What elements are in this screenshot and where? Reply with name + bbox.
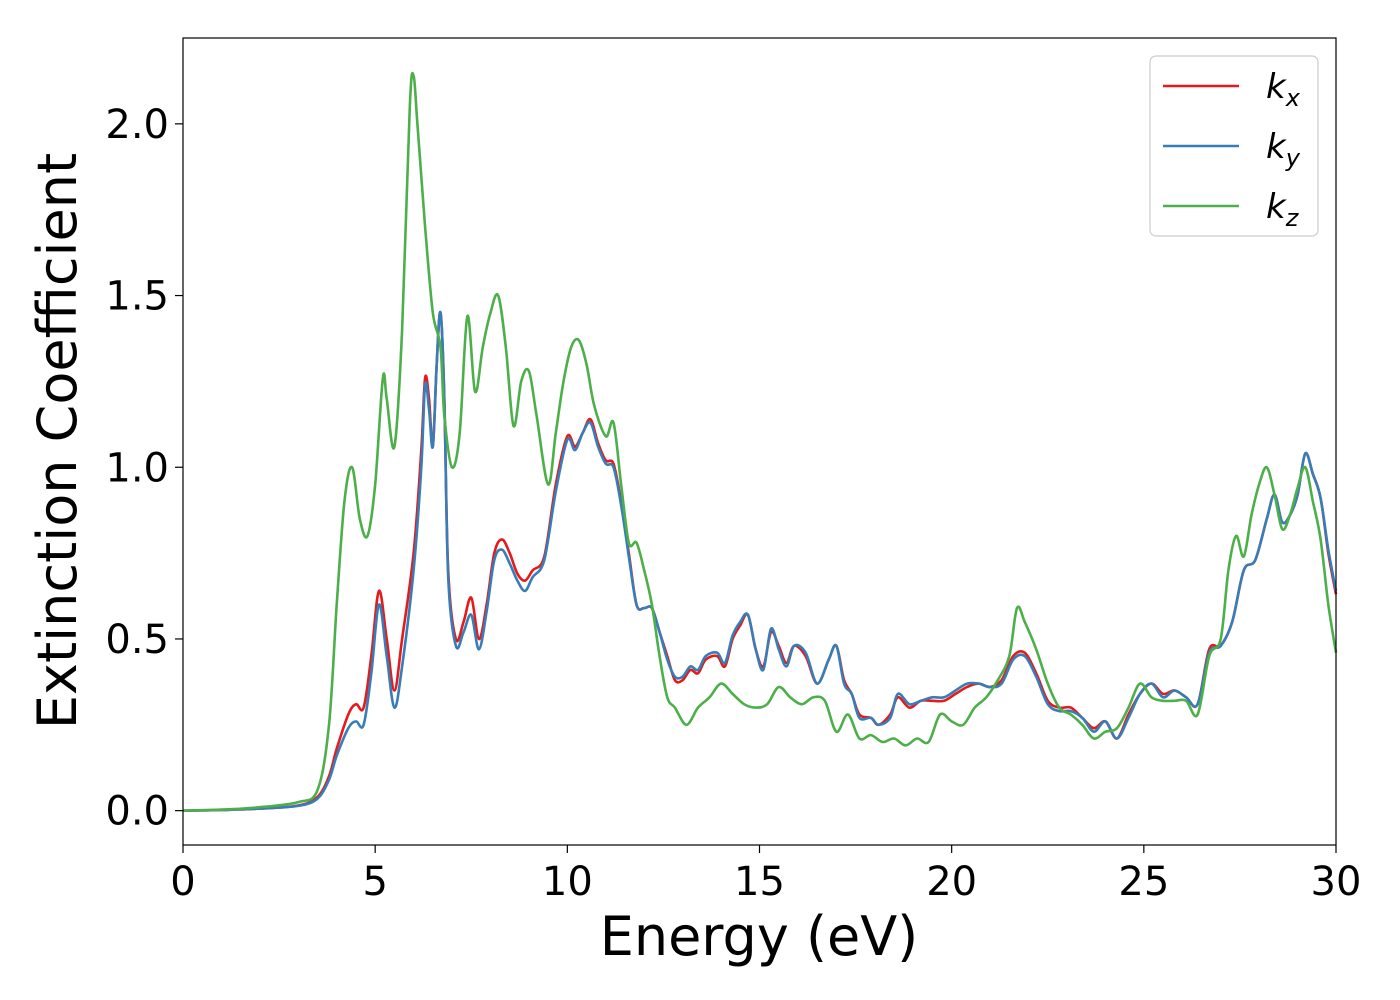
x-axis-title: Energy (eV)	[600, 905, 919, 968]
y-tick-label: 0.5	[105, 617, 169, 663]
x-tick-label: 20	[926, 859, 977, 905]
x-tick-label: 30	[1311, 859, 1362, 905]
plot-area	[183, 38, 1336, 845]
legend-label-k-y: ky	[1266, 127, 1301, 172]
x-tick-label: 15	[734, 859, 785, 905]
series-line-k-y	[182, 311, 1338, 812]
y-tick-label: 1.5	[105, 274, 169, 320]
legend-label-k-z: kz	[1266, 187, 1300, 232]
series-line-k-z	[182, 71, 1338, 812]
y-axis-title: Extinction Coefficient	[26, 153, 89, 729]
y-tick-label: 0.0	[105, 789, 169, 835]
y-tick-label: 1.0	[105, 445, 169, 491]
legend: kx ky kz	[1149, 55, 1319, 237]
x-tick-label: 25	[1118, 859, 1169, 905]
series-layer	[182, 71, 1338, 812]
x-tick-label: 0	[170, 859, 195, 905]
y-tick-label: 2.0	[105, 102, 169, 148]
x-axis: 0 5 10 15 20 25 30	[170, 845, 1361, 905]
x-tick-label: 5	[362, 859, 387, 905]
x-tick-label: 10	[542, 859, 593, 905]
y-axis: 0.0 0.5 1.0 1.5 2.0	[105, 102, 183, 835]
legend-label-k-x: kx	[1266, 67, 1301, 112]
